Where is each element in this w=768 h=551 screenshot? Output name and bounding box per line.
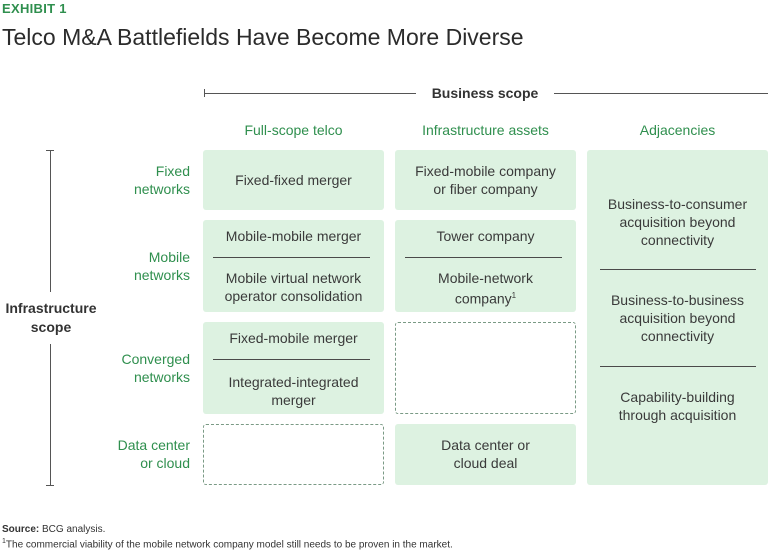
column-header-full-scope: Full-scope telco — [244, 122, 343, 138]
cell-converged-full-scope: Fixed-mobile merger Integrated-integrate… — [203, 322, 384, 414]
row-header-mobile: Mobile networks — [133, 249, 190, 283]
footnote-marker: 1 — [511, 291, 517, 300]
page-title: Telco M&A Battlefields Have Become More … — [2, 24, 524, 50]
row-header-datacenter: Data center or cloud — [117, 437, 190, 471]
cell-text: Business-to-consumer acquisition beyond … — [607, 196, 748, 248]
cell-fixed-full-scope: Fixed-fixed merger — [203, 150, 384, 210]
source-note: Source: BCG analysis. — [2, 524, 106, 535]
cell-divider — [213, 359, 370, 360]
infra-axis-line-bottom — [50, 344, 51, 485]
cell-text: Fixed-mobile merger — [229, 330, 358, 346]
infra-axis-bottom-tick — [46, 485, 54, 486]
cell-datacenter-full-scope-empty — [203, 424, 384, 485]
cell-text: Mobile virtual network operator consolid… — [224, 270, 363, 304]
cell-text: Tower company — [436, 228, 535, 244]
cell-converged-infrastructure-empty — [395, 322, 576, 414]
column-header-adjacencies: Adjacencies — [639, 122, 716, 138]
cell-divider — [600, 366, 756, 367]
row-header-fixed: Fixed networks — [133, 163, 190, 197]
cell-datacenter-infrastructure: Data center or cloud deal — [395, 424, 576, 485]
cell-text: Mobile-network company1 — [438, 270, 533, 307]
infrastructure-scope-label: Infrastructure scope — [0, 299, 102, 337]
cell-adjacencies: Business-to-consumer acquisition beyond … — [587, 150, 768, 485]
infrastructure-scope-line2: scope — [30, 319, 72, 335]
cell-divider — [600, 269, 756, 270]
cell-mobile-full-scope: Mobile-mobile merger Mobile virtual netw… — [203, 220, 384, 312]
cell-text: Fixed-fixed merger — [235, 172, 352, 188]
cell-text: Business-to-business acquisition beyond … — [610, 292, 745, 344]
infrastructure-scope-line1: Infrastructure — [5, 300, 97, 316]
cell-divider — [405, 257, 562, 258]
business-axis-line-left — [204, 93, 416, 94]
cell-mobile-infrastructure: Tower company Mobile-network company1 — [395, 220, 576, 312]
exhibit-label: EXHIBIT 1 — [2, 1, 67, 16]
cell-text: Data center or cloud deal — [441, 437, 530, 471]
business-scope-label: Business scope — [431, 85, 539, 101]
cell-text: Capability-building through acquisition — [618, 389, 737, 423]
cell-text: Fixed-mobile company or fiber company — [415, 163, 556, 197]
column-header-infrastructure: Infrastructure assets — [422, 122, 549, 138]
row-header-converged: Converged networks — [121, 351, 191, 385]
cell-divider — [213, 257, 370, 258]
cell-fixed-infrastructure: Fixed-mobile company or fiber company — [395, 150, 576, 210]
business-axis-line-right — [554, 93, 768, 94]
cell-text: Integrated-integrated merger — [228, 374, 359, 408]
footnote: 1The commercial viability of the mobile … — [2, 538, 453, 551]
cell-text: Mobile-mobile merger — [225, 228, 362, 244]
infra-axis-line-top — [50, 150, 51, 292]
